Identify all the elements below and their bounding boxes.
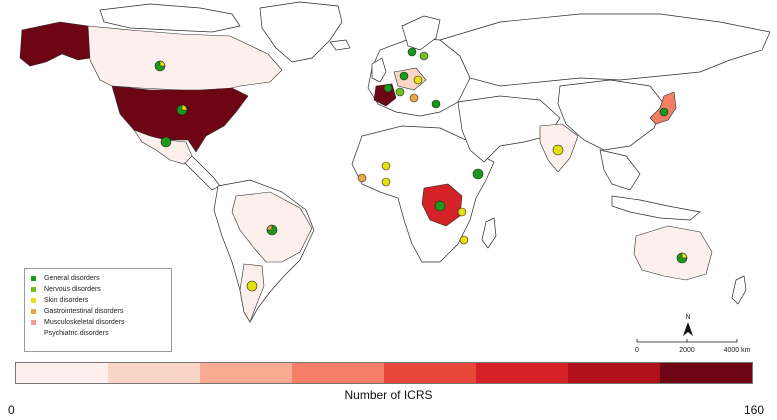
legend-swatch [31,320,36,325]
pie-marker [399,71,409,81]
legend-swatch [31,331,36,336]
madagascar-shape [481,217,497,249]
colorbar-cell [16,363,108,383]
pie-marker [246,280,258,292]
new-zealand-shape [731,275,747,305]
arctic-islands-shape [99,3,241,33]
legend-item: Skin disorders [31,295,165,306]
colorbar-cell [568,363,660,383]
argentina-region [239,263,265,323]
pie-marker [431,99,441,109]
pie-marker [407,47,417,57]
greenland-shape [259,1,343,63]
colorbar-min-label: 0 [8,403,15,417]
scandinavia-shape [401,15,441,51]
colorbar-cell [108,363,200,383]
pie-marker [357,173,367,183]
legend-label: Nervous disorders [44,286,101,293]
pie-marker [266,224,278,236]
colorbar-cell [384,363,476,383]
canada-region [87,25,283,93]
scale-tick-4000: 4000 km [724,347,751,354]
legend-label: Psychiatric disorders [44,330,109,337]
pie-marker [552,144,564,156]
north-arrow: N [683,314,693,336]
legend-label: Skin disorders [44,297,89,304]
colorbar-cell [292,363,384,383]
pie-marker [176,104,188,116]
colorbar-cell [660,363,752,383]
iceland-shape [329,39,351,51]
pie-marker [381,177,391,187]
pie-marker [459,235,469,245]
east-asia-shape [557,79,665,151]
pie-marker [472,168,484,180]
pie-marker [457,207,467,217]
colorbar-max-label: 160 [744,403,765,417]
legend-item: Musculoskeletal disorders [31,317,165,328]
pie-marker [676,252,688,264]
colorbar-caption: Number of ICRS [344,388,433,402]
legend-swatch [31,287,36,292]
legend-item: Nervous disorders [31,284,165,295]
pie-marker [413,75,423,85]
colorbar-cell [476,363,568,383]
legend-label: Musculoskeletal disorders [44,319,125,326]
north-label: N [685,314,690,321]
mexico-region [133,129,193,165]
pie-marker [160,136,172,148]
world-map: N 0 2000 4000 km [19,1,771,354]
pie-marker [434,200,446,212]
legend-label: Gastrointestinal disorders [44,308,124,315]
colorbar-cell [200,363,292,383]
legend-swatch [31,298,36,303]
pie-marker [395,87,405,97]
legend-label: General disorders [44,275,100,282]
middle-east-shape [457,95,561,163]
map-legend: General disorders Nervous disorders Skin… [24,268,172,352]
uk-shape [371,57,387,83]
scale-tick-0: 0 [635,347,639,354]
australia-region [633,225,713,281]
pie-marker [659,107,669,117]
alaska-region [19,21,91,67]
choropleth-countries [19,21,713,323]
legend-swatch [31,276,36,281]
pie-marker [154,60,166,72]
legend-item: General disorders [31,273,165,284]
scale-bar [636,339,738,343]
legend-item: Gastrointestinal disorders [31,306,165,317]
colorbar [15,362,753,384]
pie-marker [383,83,393,93]
pie-marker [409,93,419,103]
legend-swatch [31,309,36,314]
pie-marker [381,161,391,171]
russia-shape [439,13,771,87]
pie-marker [419,51,429,61]
indonesia-shape [611,195,701,221]
pie-markers [154,47,688,292]
southeast-asia-shape [599,149,641,191]
scale-tick-2000: 2000 [679,347,695,354]
legend-item: Psychiatric disorders [31,328,165,339]
